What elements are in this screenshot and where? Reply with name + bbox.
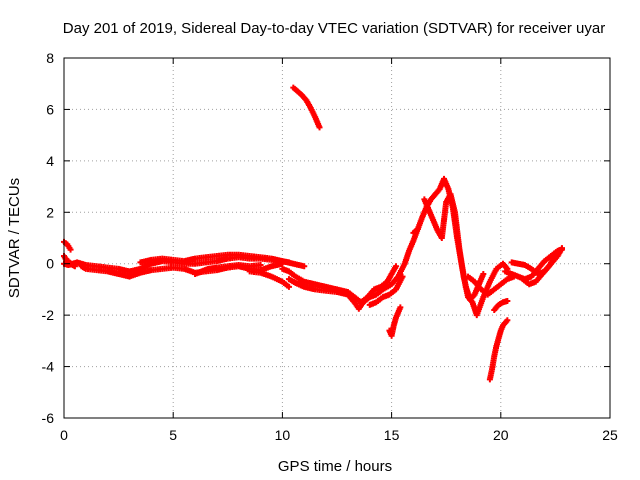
y-tick-label: -2 <box>42 307 55 323</box>
series-track-22 <box>519 245 565 288</box>
series-track-10 <box>290 84 323 131</box>
data-point <box>558 245 565 252</box>
series-track-1 <box>61 238 74 253</box>
data-point <box>399 273 406 280</box>
y-tick-label: 6 <box>46 101 54 117</box>
y-tick-label: -4 <box>42 359 55 375</box>
chart-title: Day 201 of 2019, Sidereal Day-to-day VTE… <box>63 20 605 37</box>
x-tick-label: 10 <box>275 427 291 443</box>
data-point <box>397 304 404 311</box>
axis-ticks <box>63 57 611 419</box>
data-point <box>316 124 323 131</box>
x-axis-label: GPS time / hours <box>278 458 392 475</box>
x-tick-label: 0 <box>60 427 68 443</box>
data-point <box>504 317 511 324</box>
series-track-6 <box>192 262 264 277</box>
grid-lines <box>64 58 610 418</box>
series-track-14 <box>386 304 404 339</box>
series-track-16 <box>421 191 511 319</box>
series-track-5 <box>137 251 308 270</box>
y-tick-label: 8 <box>46 50 54 66</box>
y-tick-label: 0 <box>46 256 54 272</box>
data-point <box>301 263 308 270</box>
series-track-18 <box>486 317 511 383</box>
x-tick-label: 15 <box>384 427 400 443</box>
series-track-13 <box>366 273 406 308</box>
x-tick-labels: 0 5 10 15 20 25 <box>60 427 618 443</box>
x-tick-label: 5 <box>169 427 177 443</box>
y-axis-label: SDTVAR / TECUs <box>6 178 23 298</box>
y-tick-label: 4 <box>46 153 54 169</box>
series-track-12 <box>358 263 399 306</box>
data-points <box>61 84 565 383</box>
data-point <box>480 271 487 277</box>
plot-frame <box>63 57 611 419</box>
data-point <box>257 262 264 268</box>
data-point <box>504 298 511 304</box>
x-tick-label: 20 <box>493 427 509 443</box>
series-track-7 <box>246 268 292 290</box>
y-tick-labels: -6 -4 -2 0 2 4 6 8 <box>42 50 55 426</box>
series-track-17 <box>465 273 517 298</box>
x-tick-label: 25 <box>602 427 618 443</box>
y-tick-label: -6 <box>42 410 55 426</box>
data-point <box>67 246 74 253</box>
y-tick-label: 2 <box>46 204 54 220</box>
data-point <box>285 283 292 290</box>
data-point <box>392 263 399 270</box>
series-track-19 <box>491 298 511 313</box>
